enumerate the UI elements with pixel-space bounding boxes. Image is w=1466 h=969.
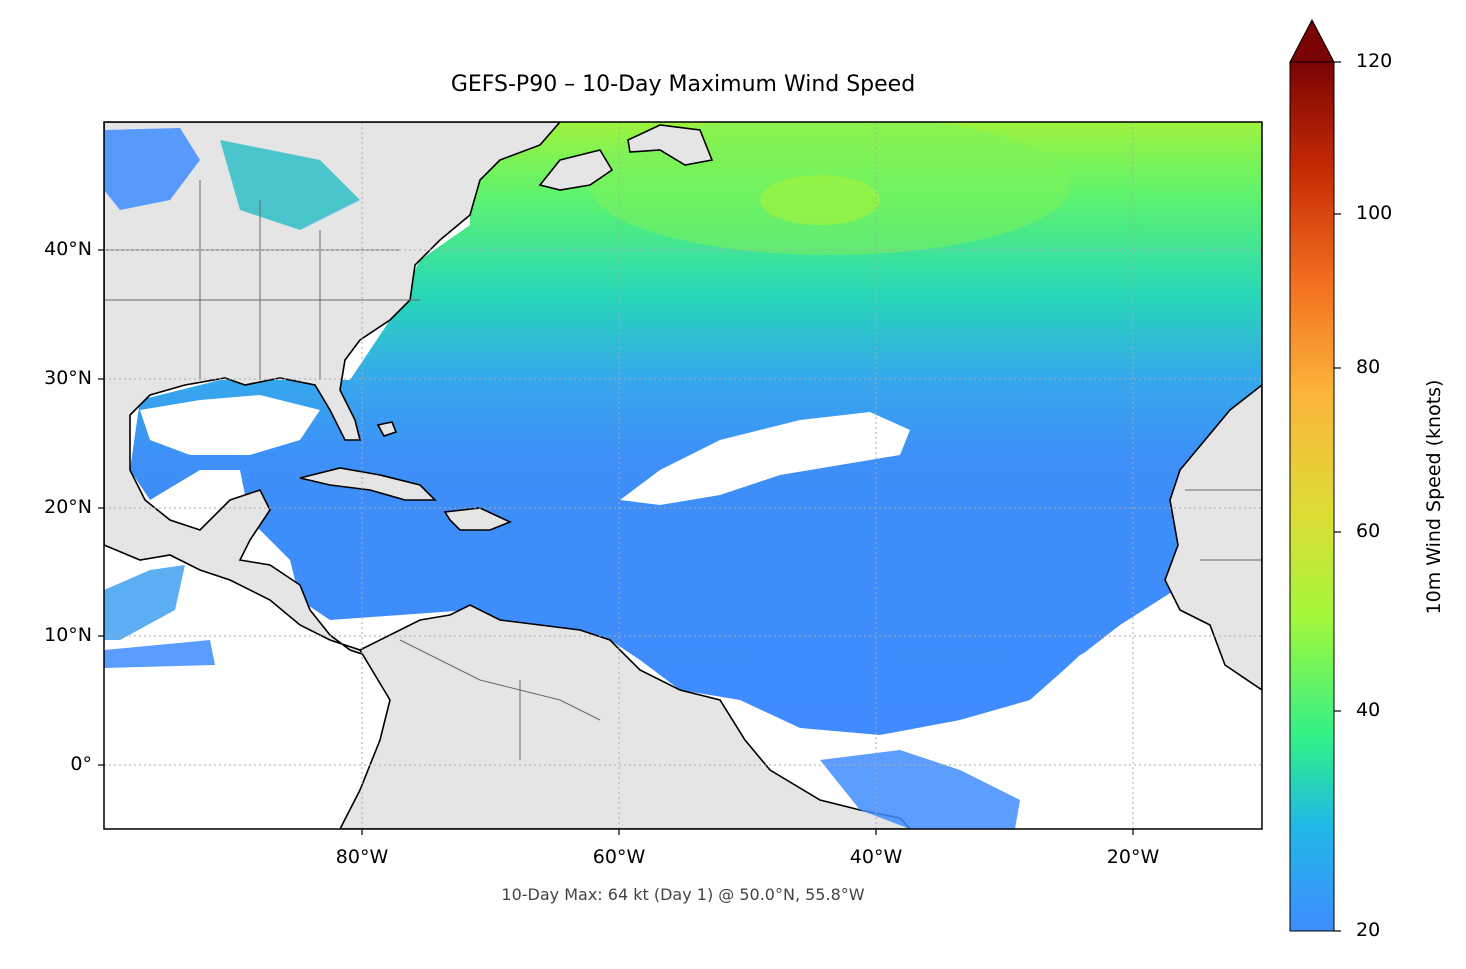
colorbar-label: 10m Wind Speed (knots) <box>1423 379 1445 615</box>
lat-label-40n: 40°N <box>44 238 92 260</box>
map-title: GEFS-P90 – 10-Day Maximum Wind Speed <box>450 72 916 97</box>
lon-label-20w: 20°W <box>1106 846 1160 868</box>
wind-maximum-spot <box>760 175 880 225</box>
colorbar-extend-arrow <box>1289 18 1335 63</box>
colorbar <box>1289 61 1335 932</box>
axis-ticks <box>98 249 1134 835</box>
wind-over-land <box>104 128 1020 829</box>
colorbar-ticks <box>1334 61 1341 932</box>
land-cuba <box>299 467 437 501</box>
land-africa <box>1164 383 1262 691</box>
lat-label-30n: 30°N <box>44 367 92 389</box>
land-newfoundland <box>627 124 714 166</box>
lon-label-40w: 40°W <box>849 846 903 868</box>
map-border <box>103 121 1263 830</box>
lat-label-10n: 10°N <box>44 624 92 646</box>
land-nova-scotia <box>538 149 614 191</box>
land-bahamas <box>376 421 398 437</box>
max-wind-footnote: 10-Day Max: 64 kt (Day 1) @ 50.0°N, 55.8… <box>501 885 865 904</box>
colorbar-tick-20: 20 <box>1356 919 1381 941</box>
colorbar-tick-40: 40 <box>1356 699 1381 721</box>
lon-label-60w: 60°W <box>592 846 646 868</box>
colorbar-tick-80: 80 <box>1356 356 1381 378</box>
land-south-america <box>339 604 912 829</box>
colorbar-tick-100: 100 <box>1356 202 1393 224</box>
colorbar-tick-60: 60 <box>1356 520 1381 542</box>
land-masses <box>104 122 1262 829</box>
calm-zone-gulf <box>140 395 320 455</box>
lon-label-80w: 80°W <box>335 846 389 868</box>
land-north-america <box>104 122 562 671</box>
lat-label-0: 0° <box>70 753 92 775</box>
graticule <box>104 122 1262 829</box>
colorbar-tick-120: 120 <box>1356 50 1393 72</box>
calm-zone-central-atlantic <box>620 412 910 505</box>
lat-label-20n: 20°N <box>44 496 92 518</box>
